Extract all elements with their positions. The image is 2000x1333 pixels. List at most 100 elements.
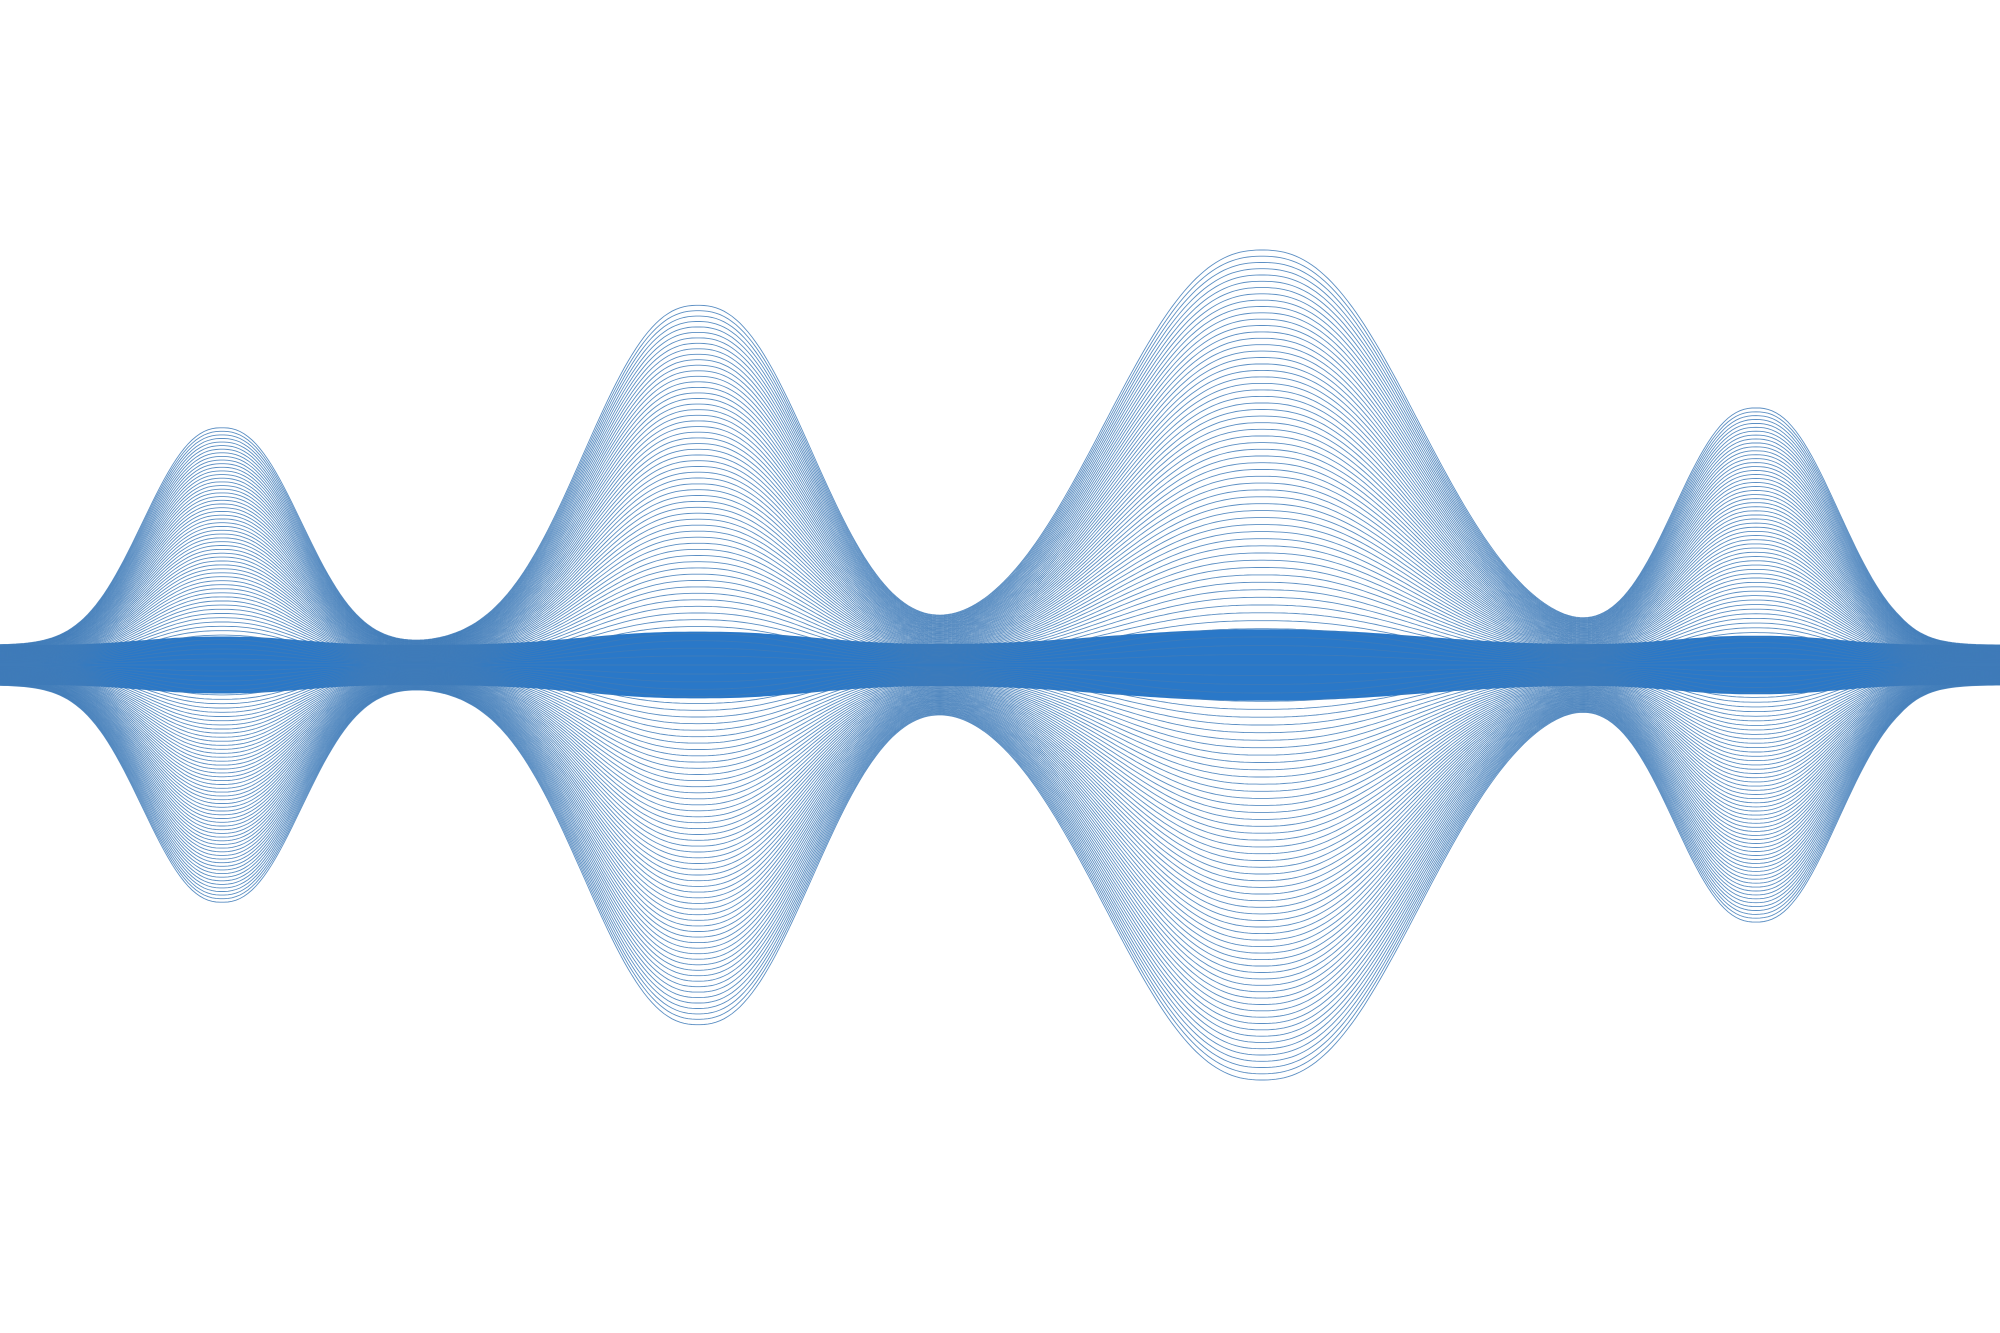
- wave-line: [0, 669, 2000, 763]
- wave-line-group: [0, 249, 2000, 1081]
- wave-line: [0, 666, 2000, 710]
- wave-line: [0, 574, 2000, 662]
- wave-line: [0, 676, 2000, 921]
- wave-line: [0, 673, 2000, 848]
- wave-line: [0, 581, 2000, 662]
- wave-line: [0, 462, 2000, 656]
- wave-line: [0, 680, 2000, 999]
- wave-line: [0, 306, 2000, 649]
- wave-line: [0, 681, 2000, 1018]
- wave-line: [0, 667, 2000, 718]
- wave-line: [0, 671, 2000, 813]
- wave-line: [0, 677, 2000, 941]
- wave-line: [0, 469, 2000, 656]
- wave-line: [0, 612, 2000, 663]
- wave-line: [0, 435, 2000, 655]
- wave-line: [0, 673, 2000, 841]
- wave-line: [0, 409, 2000, 654]
- wave-line: [0, 676, 2000, 915]
- wave-line: [0, 620, 2000, 664]
- wave-line: [0, 628, 2000, 664]
- wave-line: [0, 337, 2000, 650]
- wave-line: [0, 552, 2000, 661]
- wave-line: [0, 318, 2000, 649]
- wave-line: [0, 357, 2000, 651]
- wave-line: [0, 675, 2000, 895]
- wave-line: [0, 673, 2000, 855]
- wave-line: [0, 510, 2000, 658]
- wave-line: [0, 678, 2000, 961]
- wave-line: [0, 676, 2000, 908]
- wave-line: [0, 482, 2000, 657]
- wave-line: [0, 268, 2000, 647]
- wave-line: [0, 415, 2000, 654]
- wave-line: [0, 668, 2000, 756]
- wave-line: [0, 299, 2000, 648]
- wave-line: [0, 684, 2000, 1081]
- wave-line: [0, 668, 2000, 741]
- wave-line: [0, 604, 2000, 663]
- wave-line: [0, 668, 2000, 749]
- wave-line: [0, 677, 2000, 935]
- wave-line: [0, 475, 2000, 657]
- wave-line: [0, 679, 2000, 973]
- wave-line: [0, 674, 2000, 861]
- wave-line: [0, 455, 2000, 656]
- wave-line: [0, 672, 2000, 827]
- wave-line: [0, 682, 2000, 1037]
- wave-line: [0, 665, 2000, 676]
- wave-line: [0, 376, 2000, 652]
- wave-line: [0, 669, 2000, 778]
- wave-line: [0, 545, 2000, 660]
- wave-line: [0, 654, 2000, 665]
- wave-line: [0, 683, 2000, 1062]
- wave-line: [0, 442, 2000, 655]
- wave-line: [0, 448, 2000, 656]
- wave-line: [0, 402, 2000, 653]
- wave-line: [0, 666, 2000, 702]
- wave-line: [0, 363, 2000, 651]
- wave-line: [0, 589, 2000, 662]
- wave-line: [0, 567, 2000, 661]
- wave-line: [0, 678, 2000, 954]
- wave-line: [0, 274, 2000, 647]
- wave-line: [0, 681, 2000, 1012]
- wave-line: [0, 538, 2000, 660]
- wave-line: [0, 287, 2000, 648]
- wave-line: [0, 683, 2000, 1050]
- wave-line: [0, 262, 2000, 646]
- wave-line: [0, 428, 2000, 655]
- wave-line: [0, 675, 2000, 888]
- wave-line: [0, 682, 2000, 1031]
- wave-line: [0, 671, 2000, 799]
- wave-line: [0, 679, 2000, 980]
- wave-line: [0, 350, 2000, 651]
- wave-line: [0, 667, 2000, 726]
- wave-line: [0, 680, 2000, 1005]
- wave-line: [0, 325, 2000, 650]
- wave-line: [0, 389, 2000, 653]
- wave-line: [0, 331, 2000, 650]
- wave-line: [0, 382, 2000, 652]
- wave-line: [0, 670, 2000, 792]
- wave-line: [0, 674, 2000, 868]
- wave-line: [0, 249, 2000, 646]
- wave-line: [0, 682, 2000, 1043]
- wave-line: [0, 665, 2000, 694]
- wave-line: [0, 255, 2000, 646]
- wave-line: [0, 280, 2000, 647]
- wave-line: [0, 496, 2000, 658]
- wave-line: [0, 667, 2000, 734]
- wave-line: [0, 524, 2000, 659]
- wave-line: [0, 422, 2000, 654]
- wave-line: [0, 344, 2000, 650]
- wave-line: [0, 312, 2000, 649]
- wave-line: [0, 395, 2000, 653]
- wave-line: [0, 293, 2000, 648]
- wave-line: [0, 674, 2000, 875]
- wave-line: [0, 678, 2000, 948]
- wave-line: [0, 675, 2000, 902]
- wave-line: [0, 684, 2000, 1068]
